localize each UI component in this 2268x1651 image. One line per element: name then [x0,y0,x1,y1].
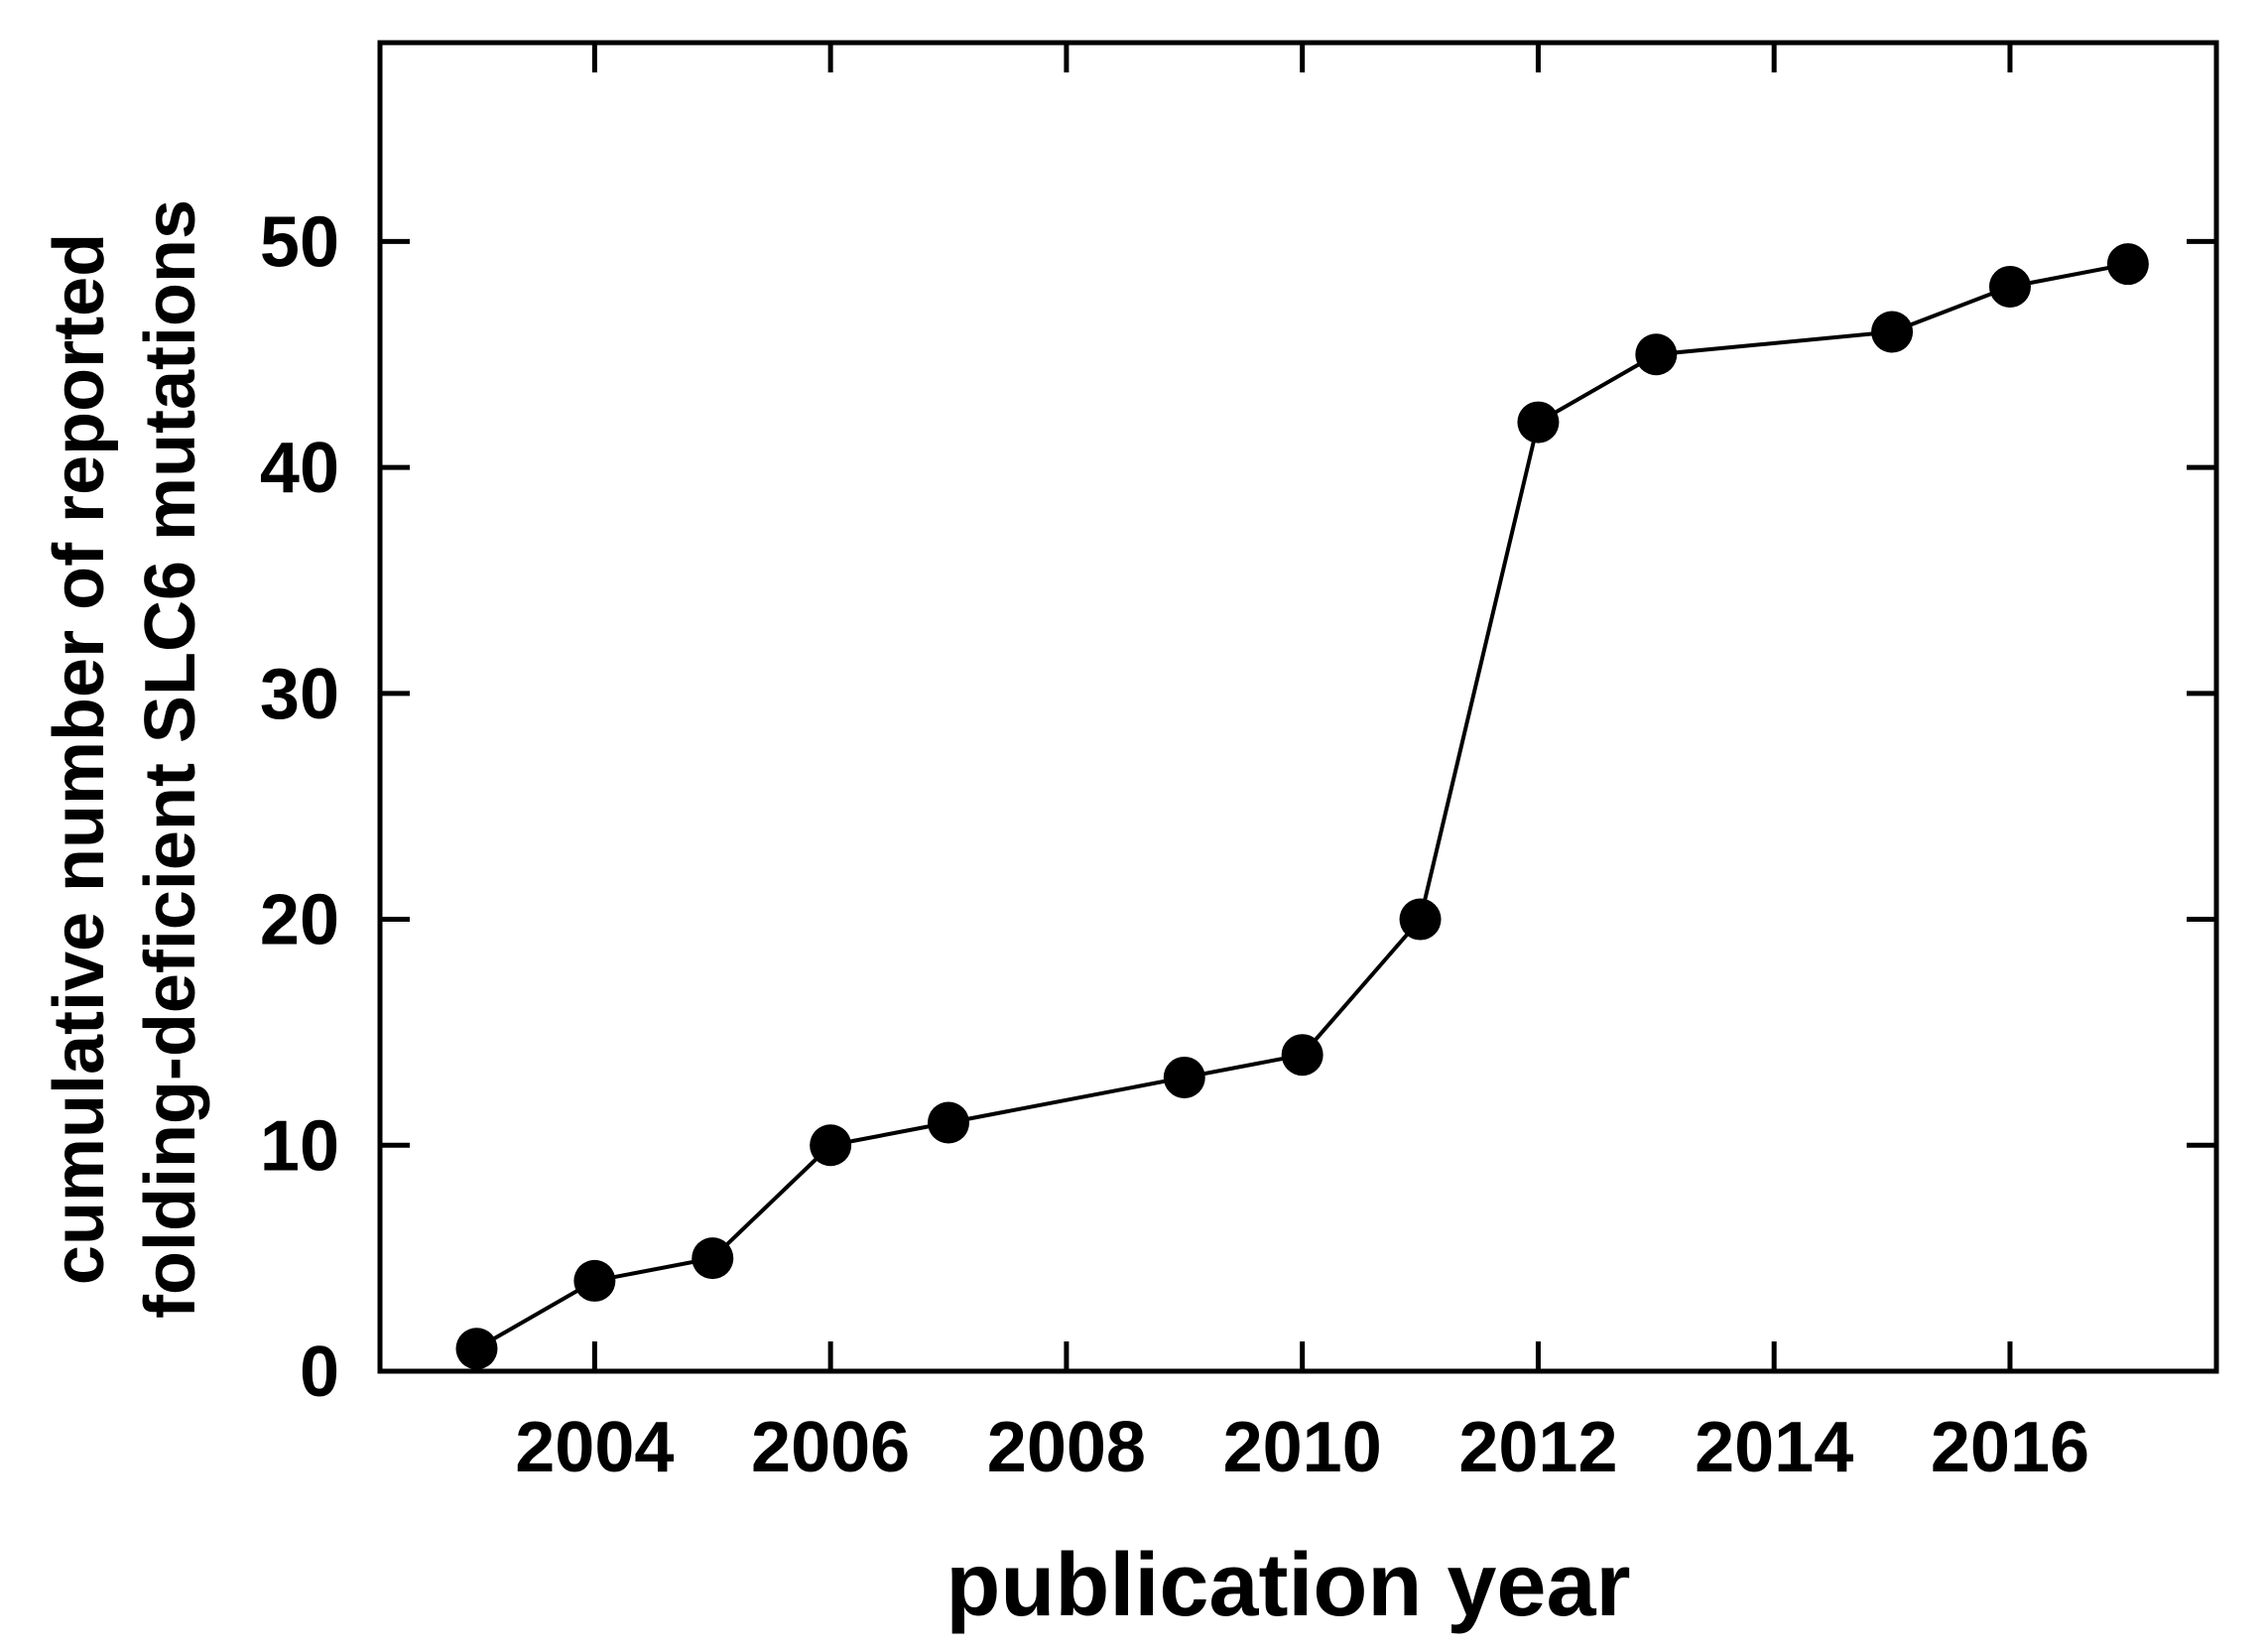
x-tick-label: 2014 [1695,1408,1853,1487]
data-point [1281,1034,1323,1077]
data-point [1635,333,1678,376]
x-tick-label: 2006 [751,1408,910,1487]
plot-frame [377,40,2219,1374]
data-point [1988,265,2031,308]
data-point [573,1259,616,1302]
data-point [810,1124,852,1167]
data-point [1163,1056,1205,1098]
y-tick-label: 30 [260,655,339,734]
y-tick-label: 50 [260,202,339,282]
data-line [475,262,2129,1350]
data-point [2106,243,2149,286]
x-tick-label: 2010 [1223,1408,1382,1487]
y-tick-label: 0 [300,1333,339,1412]
y-tick-label: 40 [260,429,339,508]
data-point [1399,898,1442,941]
x-tick-label: 2012 [1458,1408,1617,1487]
data-point [928,1101,970,1144]
x-tick-label: 2008 [987,1408,1146,1487]
data-point [1517,401,1560,444]
x-tick-label: 2004 [515,1408,674,1487]
y-axis-title-line2: folding-deficient SLC6 mutations [131,199,210,1319]
data-point [1871,311,1914,353]
data-point [455,1328,498,1370]
y-axis-title-line1: cumulative number of reported [40,233,119,1285]
x-tick-label: 2016 [1931,1408,2089,1487]
data-point [692,1237,734,1280]
y-tick-label: 20 [260,881,339,960]
y-tick-label: 10 [260,1106,339,1186]
x-axis-title: publication year [945,1536,1630,1635]
